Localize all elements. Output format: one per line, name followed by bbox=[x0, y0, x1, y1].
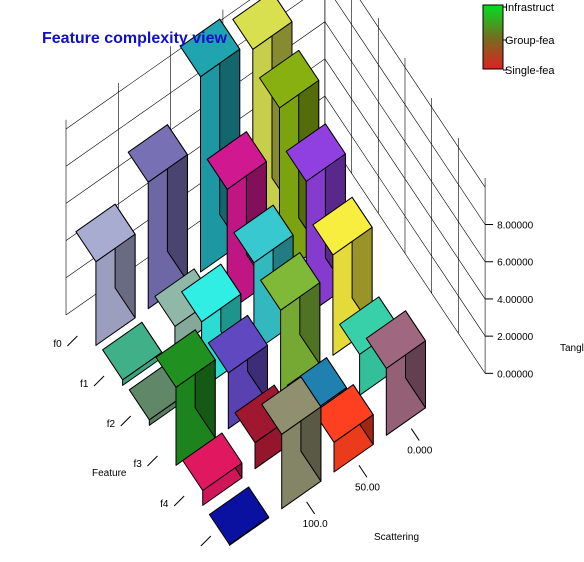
value-axis-label: Tangl bbox=[560, 343, 584, 354]
legend-label: Infrastruct bbox=[505, 2, 554, 14]
col-tick bbox=[358, 464, 368, 478]
col-tick-label: 0.000 bbox=[407, 446, 432, 457]
row-tick bbox=[120, 415, 132, 427]
bar-top-face bbox=[127, 124, 188, 183]
row-tick bbox=[147, 455, 158, 467]
legend-label: Single-fea bbox=[505, 65, 555, 77]
bar-top-face bbox=[365, 310, 426, 369]
bar-top-face bbox=[208, 486, 270, 545]
row-tick-label: f1 bbox=[80, 379, 89, 390]
bar-top-face bbox=[75, 203, 136, 263]
legend: Infrastruct Group-fea Single-fea bbox=[482, 2, 555, 77]
bar bbox=[365, 310, 426, 436]
row-tick bbox=[66, 335, 78, 347]
value-tick-label: 8.00000 bbox=[497, 221, 534, 232]
axes: f0 f1 f2 f3 f4 0.000 50.00 100.0 0.00000 2.00000 4… bbox=[53, 221, 584, 547]
bar bbox=[261, 376, 322, 510]
bar-top-face bbox=[182, 432, 243, 491]
bar bbox=[208, 486, 270, 546]
bar bbox=[313, 384, 374, 473]
bar-top-face bbox=[232, 0, 293, 50]
col-tick-label: 50.00 bbox=[355, 482, 380, 493]
row-tick bbox=[200, 535, 212, 547]
bar-top-face bbox=[260, 252, 321, 311]
bar-top-face bbox=[285, 123, 346, 182]
bar-top-face bbox=[206, 131, 267, 190]
row-tick-label: f0 bbox=[53, 339, 62, 350]
col-axis-label: Scattering bbox=[374, 532, 419, 543]
bar-top-face bbox=[312, 196, 373, 256]
bar-top-face bbox=[102, 321, 163, 381]
row-tick bbox=[93, 375, 105, 387]
row-tick-label: f2 bbox=[107, 419, 116, 430]
value-tick-label: 4.00000 bbox=[497, 295, 534, 306]
col-tick bbox=[306, 501, 316, 515]
value-tick-label: 0.00000 bbox=[497, 369, 534, 380]
bar bbox=[155, 329, 216, 466]
bar-top-face bbox=[233, 204, 294, 264]
value-tick-label: 2.00000 bbox=[497, 332, 534, 343]
bar bbox=[182, 432, 243, 506]
bar-top-face bbox=[181, 263, 242, 323]
value-tick-label: 6.00000 bbox=[497, 258, 534, 269]
legend-colorbar bbox=[482, 4, 504, 70]
bar bbox=[127, 124, 188, 310]
row-tick bbox=[173, 495, 185, 507]
chart-title: Feature complexity view bbox=[42, 30, 228, 47]
row-tick-label: f3 bbox=[133, 459, 142, 470]
bar-top-face bbox=[180, 18, 241, 78]
bar bbox=[75, 203, 136, 346]
bars bbox=[75, 0, 426, 546]
col-tick bbox=[410, 428, 420, 441]
row-axis-label: Feature bbox=[92, 468, 127, 479]
bar-top-face bbox=[155, 329, 216, 388]
col-tick-label: 100.0 bbox=[303, 519, 328, 530]
bar-top-face bbox=[313, 384, 374, 443]
legend-label: Group-fea bbox=[505, 35, 555, 47]
bar-top-face bbox=[207, 314, 268, 374]
row-tick-label: f4 bbox=[160, 499, 169, 510]
bar bbox=[260, 252, 321, 393]
bar-top-face bbox=[259, 49, 320, 109]
bar-top-face bbox=[261, 376, 322, 435]
bar bbox=[102, 321, 163, 386]
